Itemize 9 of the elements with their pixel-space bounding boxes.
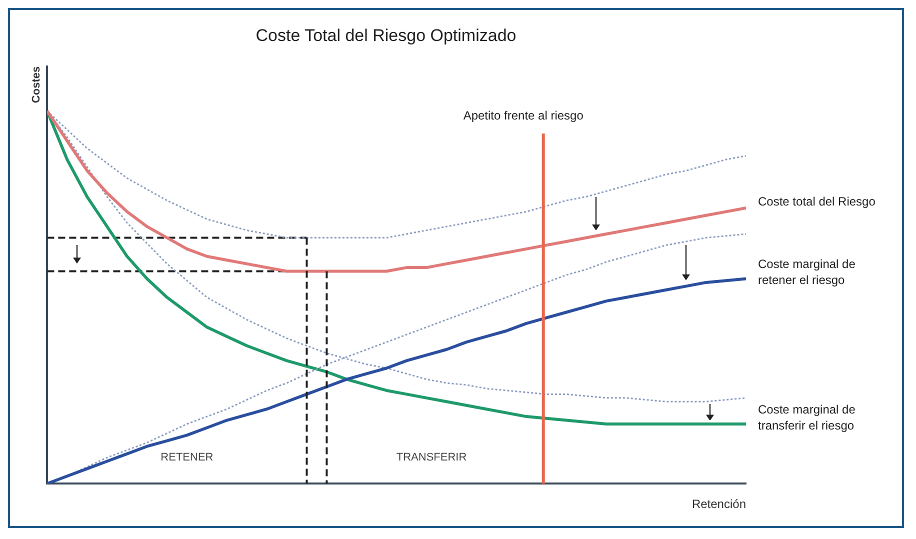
series-label: Coste marginal de transferir el riesgo [758, 402, 856, 432]
series-label: Coste total del Riesgo [758, 194, 876, 208]
annotation: RETENER [160, 452, 214, 464]
series-label: Coste marginal de retener el riesgo [758, 257, 856, 288]
annotation: TRANSFERIR [396, 452, 467, 464]
y-axis-title: Costes [30, 66, 43, 104]
text: Apetito frente al riesgo [463, 108, 584, 123]
x-axis-title: Retención [692, 497, 746, 512]
chart-title: Coste Total del Riesgo Optimizado [256, 26, 516, 45]
